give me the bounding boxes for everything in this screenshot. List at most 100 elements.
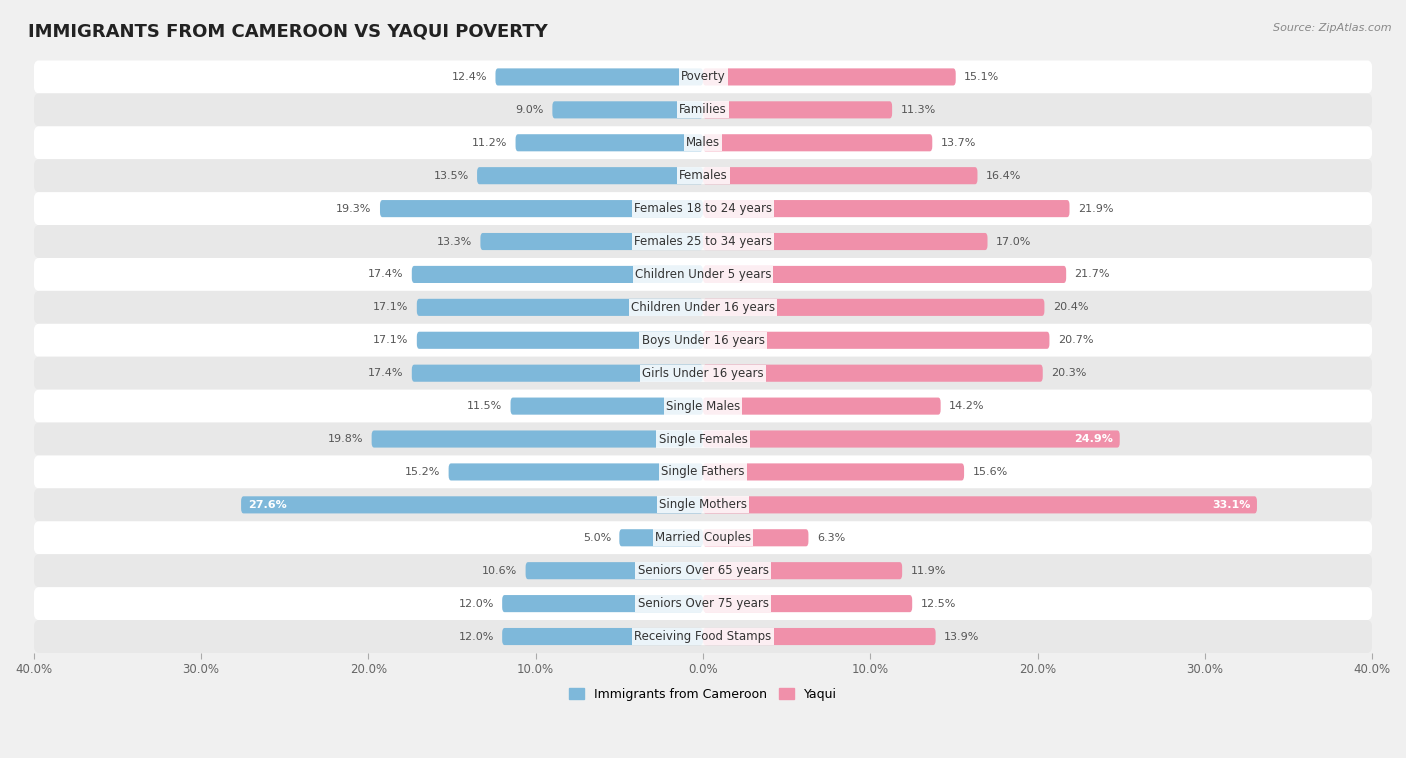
FancyBboxPatch shape: [516, 134, 703, 152]
Text: 33.1%: 33.1%: [1212, 500, 1250, 510]
Text: Males: Males: [686, 136, 720, 149]
FancyBboxPatch shape: [416, 332, 703, 349]
Text: Single Fathers: Single Fathers: [661, 465, 745, 478]
Text: 11.3%: 11.3%: [900, 105, 936, 115]
Text: 15.6%: 15.6%: [973, 467, 1008, 477]
FancyBboxPatch shape: [703, 529, 808, 547]
FancyBboxPatch shape: [619, 529, 703, 547]
Text: Poverty: Poverty: [681, 70, 725, 83]
Text: IMMIGRANTS FROM CAMEROON VS YAQUI POVERTY: IMMIGRANTS FROM CAMEROON VS YAQUI POVERT…: [28, 23, 548, 41]
Text: Single Males: Single Males: [666, 399, 740, 412]
Text: 27.6%: 27.6%: [247, 500, 287, 510]
FancyBboxPatch shape: [703, 463, 965, 481]
Text: 19.8%: 19.8%: [328, 434, 363, 444]
FancyBboxPatch shape: [34, 422, 1372, 456]
FancyBboxPatch shape: [502, 595, 703, 612]
FancyBboxPatch shape: [703, 134, 932, 152]
FancyBboxPatch shape: [477, 167, 703, 184]
Text: Receiving Food Stamps: Receiving Food Stamps: [634, 630, 772, 643]
FancyBboxPatch shape: [34, 192, 1372, 225]
Legend: Immigrants from Cameroon, Yaqui: Immigrants from Cameroon, Yaqui: [564, 683, 842, 706]
Text: Girls Under 16 years: Girls Under 16 years: [643, 367, 763, 380]
FancyBboxPatch shape: [34, 93, 1372, 127]
Text: Single Females: Single Females: [658, 433, 748, 446]
Text: 17.1%: 17.1%: [373, 335, 409, 346]
Text: 14.2%: 14.2%: [949, 401, 984, 411]
Text: 5.0%: 5.0%: [582, 533, 612, 543]
FancyBboxPatch shape: [34, 159, 1372, 192]
Text: 17.0%: 17.0%: [995, 236, 1031, 246]
Text: Seniors Over 75 years: Seniors Over 75 years: [637, 597, 769, 610]
Text: Females: Females: [679, 169, 727, 182]
FancyBboxPatch shape: [34, 488, 1372, 522]
FancyBboxPatch shape: [703, 562, 903, 579]
FancyBboxPatch shape: [34, 587, 1372, 620]
FancyBboxPatch shape: [553, 102, 703, 118]
Text: Married Couples: Married Couples: [655, 531, 751, 544]
FancyBboxPatch shape: [502, 628, 703, 645]
FancyBboxPatch shape: [380, 200, 703, 217]
FancyBboxPatch shape: [481, 233, 703, 250]
FancyBboxPatch shape: [34, 127, 1372, 159]
FancyBboxPatch shape: [703, 299, 1045, 316]
FancyBboxPatch shape: [703, 628, 935, 645]
Text: 15.1%: 15.1%: [965, 72, 1000, 82]
Text: 20.4%: 20.4%: [1053, 302, 1088, 312]
FancyBboxPatch shape: [412, 266, 703, 283]
FancyBboxPatch shape: [510, 397, 703, 415]
Text: 12.0%: 12.0%: [458, 631, 494, 641]
FancyBboxPatch shape: [703, 233, 987, 250]
Text: 17.4%: 17.4%: [368, 368, 404, 378]
FancyBboxPatch shape: [416, 299, 703, 316]
FancyBboxPatch shape: [703, 102, 893, 118]
FancyBboxPatch shape: [449, 463, 703, 481]
FancyBboxPatch shape: [34, 61, 1372, 93]
Text: 21.7%: 21.7%: [1074, 269, 1111, 280]
FancyBboxPatch shape: [703, 200, 1070, 217]
FancyBboxPatch shape: [495, 68, 703, 86]
FancyBboxPatch shape: [703, 397, 941, 415]
FancyBboxPatch shape: [703, 167, 977, 184]
FancyBboxPatch shape: [34, 522, 1372, 554]
FancyBboxPatch shape: [703, 496, 1257, 513]
Text: 12.5%: 12.5%: [921, 599, 956, 609]
FancyBboxPatch shape: [34, 456, 1372, 488]
Text: Females 25 to 34 years: Females 25 to 34 years: [634, 235, 772, 248]
Text: Source: ZipAtlas.com: Source: ZipAtlas.com: [1274, 23, 1392, 33]
FancyBboxPatch shape: [703, 68, 956, 86]
Text: 19.3%: 19.3%: [336, 204, 371, 214]
Text: 16.4%: 16.4%: [986, 171, 1021, 180]
Text: Boys Under 16 years: Boys Under 16 years: [641, 334, 765, 346]
Text: 6.3%: 6.3%: [817, 533, 845, 543]
Text: 20.7%: 20.7%: [1057, 335, 1094, 346]
FancyBboxPatch shape: [34, 225, 1372, 258]
FancyBboxPatch shape: [34, 357, 1372, 390]
Text: 15.2%: 15.2%: [405, 467, 440, 477]
FancyBboxPatch shape: [34, 324, 1372, 357]
FancyBboxPatch shape: [34, 390, 1372, 422]
Text: 13.5%: 13.5%: [433, 171, 468, 180]
Text: 12.4%: 12.4%: [451, 72, 486, 82]
FancyBboxPatch shape: [34, 258, 1372, 291]
FancyBboxPatch shape: [371, 431, 703, 447]
FancyBboxPatch shape: [703, 595, 912, 612]
FancyBboxPatch shape: [526, 562, 703, 579]
Text: 17.4%: 17.4%: [368, 269, 404, 280]
Text: 21.9%: 21.9%: [1078, 204, 1114, 214]
Text: Females 18 to 24 years: Females 18 to 24 years: [634, 202, 772, 215]
Text: 11.2%: 11.2%: [472, 138, 508, 148]
FancyBboxPatch shape: [240, 496, 703, 513]
FancyBboxPatch shape: [34, 554, 1372, 587]
FancyBboxPatch shape: [34, 620, 1372, 653]
FancyBboxPatch shape: [703, 365, 1043, 382]
Text: Single Mothers: Single Mothers: [659, 498, 747, 512]
Text: 17.1%: 17.1%: [373, 302, 409, 312]
Text: Children Under 16 years: Children Under 16 years: [631, 301, 775, 314]
Text: 10.6%: 10.6%: [482, 565, 517, 575]
Text: 11.9%: 11.9%: [911, 565, 946, 575]
Text: Families: Families: [679, 103, 727, 117]
Text: 9.0%: 9.0%: [516, 105, 544, 115]
Text: 13.3%: 13.3%: [437, 236, 472, 246]
FancyBboxPatch shape: [703, 431, 1119, 447]
Text: 11.5%: 11.5%: [467, 401, 502, 411]
